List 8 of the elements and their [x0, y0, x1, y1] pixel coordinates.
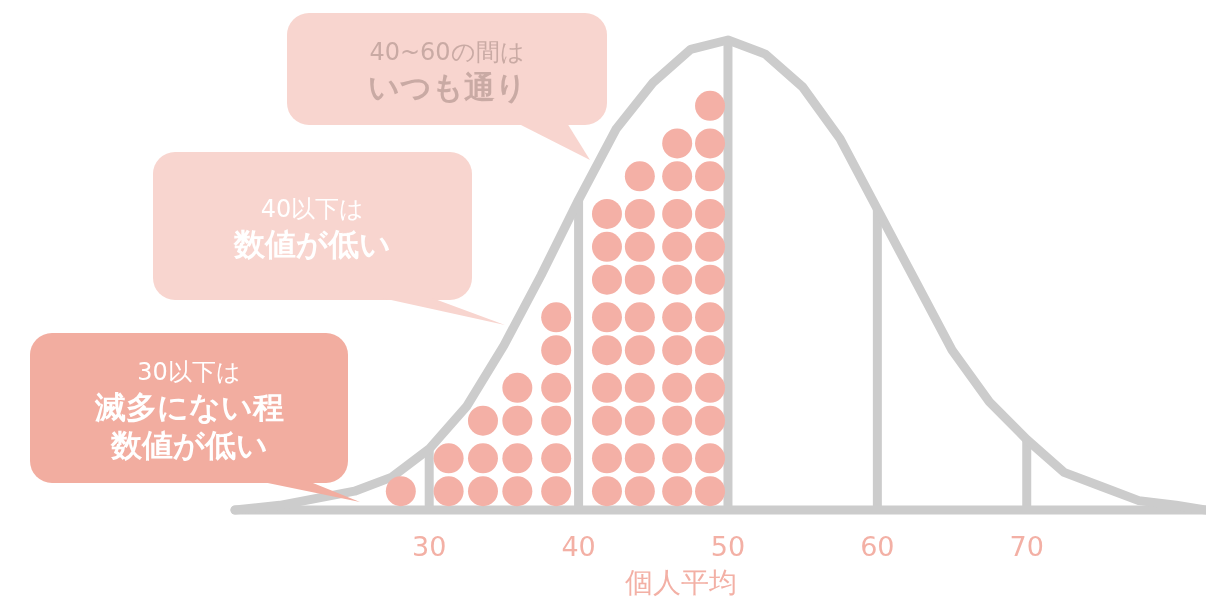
x-tick-label: 40 — [561, 531, 596, 562]
callout: 30以下は滅多にない程数値が低い — [30, 333, 360, 502]
x-tick-label: 70 — [1009, 531, 1044, 562]
annotation: 30以下は滅多にない程数値が低い — [93, 358, 284, 463]
x-tick-label: 50 — [710, 531, 746, 562]
x-axis-title: 個人平均 — [624, 566, 737, 599]
x-tick-label: 30 — [412, 531, 447, 562]
x-tick-label: 60 — [860, 531, 895, 562]
